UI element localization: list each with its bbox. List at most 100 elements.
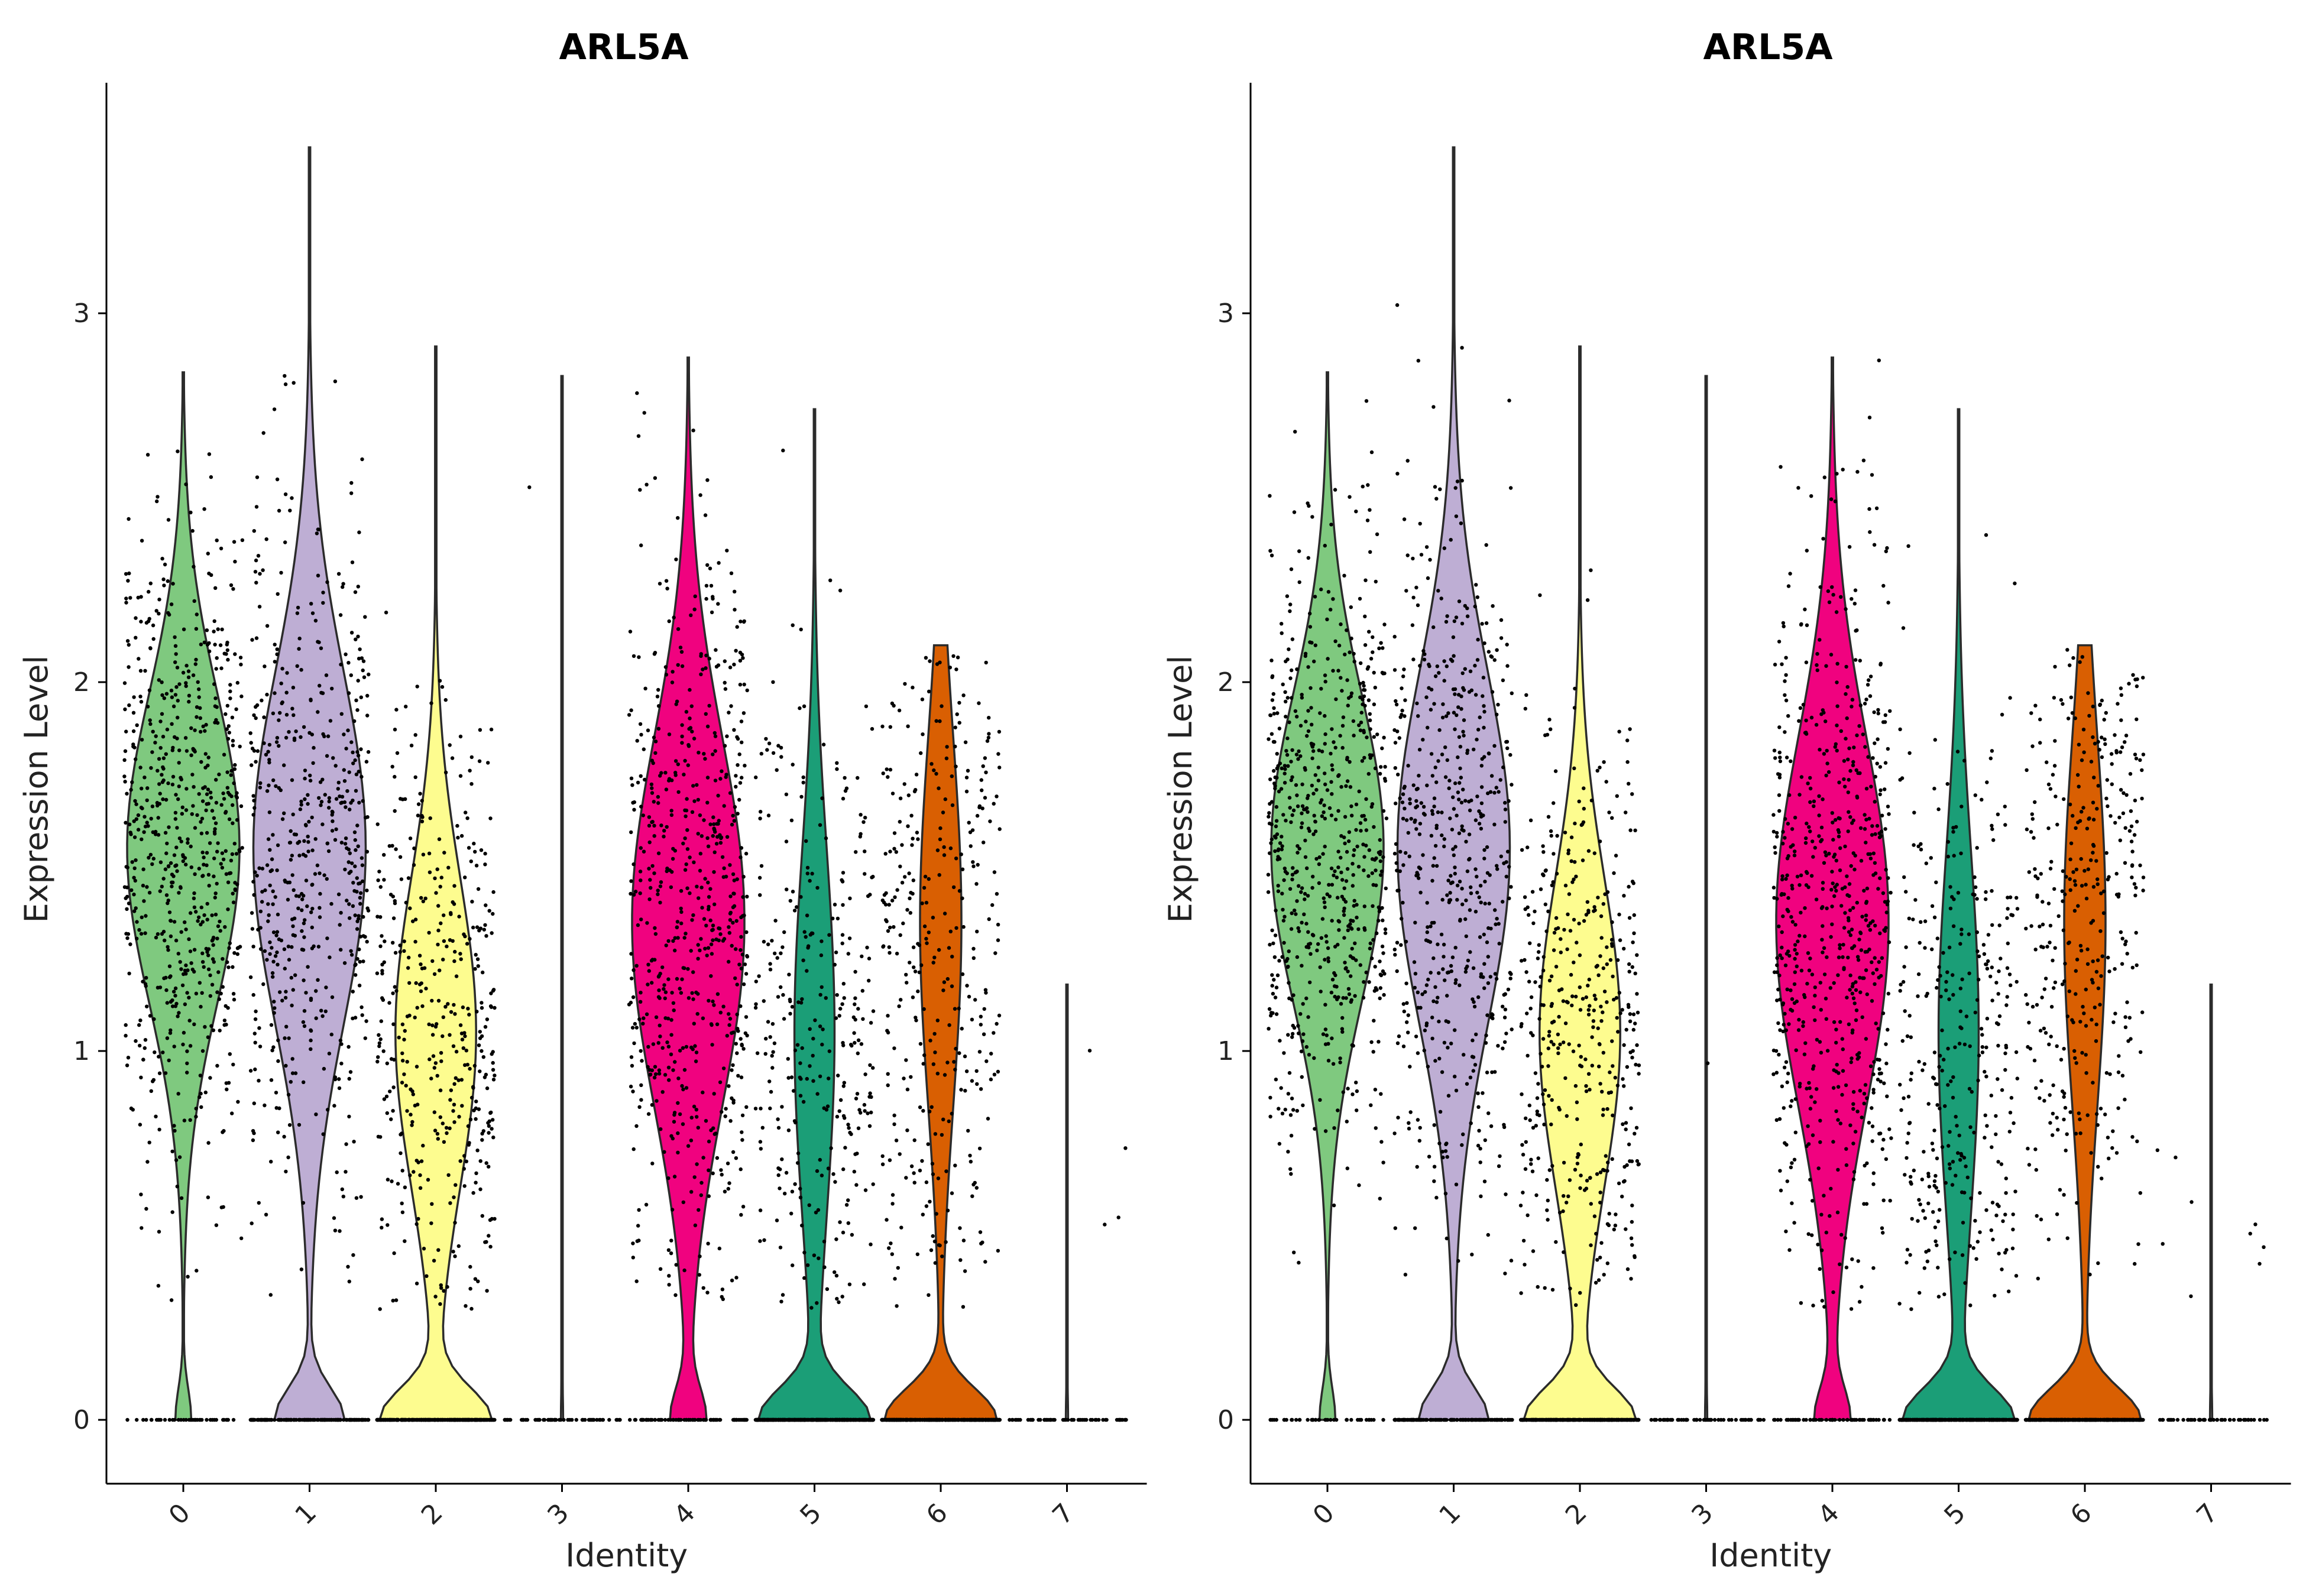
data-point	[394, 1298, 399, 1302]
data-point	[135, 936, 139, 941]
data-point	[1375, 732, 1379, 737]
data-point	[601, 1417, 605, 1422]
data-point	[805, 1076, 809, 1081]
data-point	[779, 985, 783, 990]
data-point	[638, 722, 643, 726]
data-point	[335, 1170, 339, 1175]
data-point	[481, 970, 485, 975]
data-point	[234, 707, 238, 712]
data-point	[1333, 818, 1338, 822]
data-point	[686, 996, 691, 1000]
data-point	[673, 759, 678, 763]
data-point	[957, 700, 961, 705]
data-point	[273, 1417, 277, 1422]
data-point	[240, 538, 245, 542]
data-point	[276, 962, 280, 967]
data-point	[1301, 1002, 1305, 1006]
data-point	[353, 838, 357, 842]
data-point	[177, 1155, 182, 1159]
data-point	[1379, 765, 1383, 769]
data-point	[707, 1168, 711, 1173]
data-point	[818, 823, 822, 827]
data-point	[339, 1062, 344, 1066]
data-point	[744, 930, 749, 935]
data-point	[1311, 749, 1316, 753]
data-point	[1372, 989, 1377, 993]
data-point	[673, 936, 677, 940]
data-point	[759, 864, 764, 868]
data-point	[318, 780, 323, 784]
y-tick-label: 0	[1217, 1405, 1234, 1435]
data-point	[885, 767, 889, 771]
data-point	[261, 982, 265, 987]
data-point	[693, 1044, 697, 1048]
data-point	[136, 828, 141, 832]
data-point	[755, 1417, 760, 1422]
data-point	[658, 884, 663, 888]
data-point	[1280, 835, 1284, 839]
data-point	[724, 1107, 728, 1111]
data-point	[1371, 650, 1375, 654]
data-point	[183, 1002, 187, 1007]
data-point	[896, 1266, 901, 1270]
data-point	[630, 1063, 634, 1068]
data-point	[230, 1111, 234, 1115]
data-point	[1277, 1141, 1282, 1146]
data-point	[734, 784, 738, 789]
data-point	[976, 862, 980, 867]
data-point	[184, 808, 189, 812]
data-point	[983, 1260, 987, 1264]
data-point	[150, 805, 155, 809]
data-point	[408, 836, 413, 841]
data-point	[208, 973, 212, 978]
data-point	[805, 913, 809, 917]
data-point	[282, 1134, 286, 1139]
data-point	[888, 925, 892, 930]
data-point	[1339, 622, 1343, 627]
data-point	[182, 972, 186, 977]
data-point	[311, 761, 315, 765]
data-point	[792, 909, 797, 913]
data-point	[629, 776, 634, 781]
data-point	[322, 1066, 326, 1071]
data-point	[164, 893, 169, 897]
data-point	[741, 875, 746, 879]
data-point	[394, 847, 398, 851]
data-point	[996, 752, 1000, 756]
data-point	[357, 914, 361, 918]
data-point	[1116, 1215, 1120, 1219]
y-axis-title: Expression Level	[18, 656, 55, 923]
data-point	[1348, 760, 1352, 764]
data-point	[979, 1023, 983, 1027]
data-point	[631, 1147, 636, 1151]
data-point	[256, 554, 261, 558]
data-point	[1313, 643, 1317, 647]
data-point	[297, 1417, 302, 1422]
data-point	[442, 851, 446, 855]
data-point	[776, 1173, 780, 1177]
data-point	[804, 935, 808, 939]
data-point	[860, 954, 864, 959]
data-point	[458, 1159, 462, 1163]
data-point	[1324, 1417, 1328, 1422]
data-point	[206, 552, 210, 556]
data-point	[740, 653, 744, 657]
data-point	[210, 982, 215, 987]
data-point	[658, 774, 662, 778]
data-point	[150, 1417, 154, 1422]
data-point	[785, 1417, 789, 1422]
data-point	[409, 1087, 413, 1092]
data-point	[413, 775, 417, 780]
data-point	[271, 711, 276, 716]
data-point	[161, 797, 165, 802]
data-point	[414, 1065, 419, 1069]
data-point	[358, 959, 362, 964]
data-point	[734, 774, 738, 778]
data-point	[902, 1076, 906, 1081]
data-point	[674, 1263, 678, 1267]
data-point	[913, 969, 918, 974]
chart-title: ARL5A	[1703, 27, 1833, 68]
data-point	[260, 890, 264, 894]
data-point	[737, 962, 741, 966]
data-point	[997, 827, 1002, 831]
